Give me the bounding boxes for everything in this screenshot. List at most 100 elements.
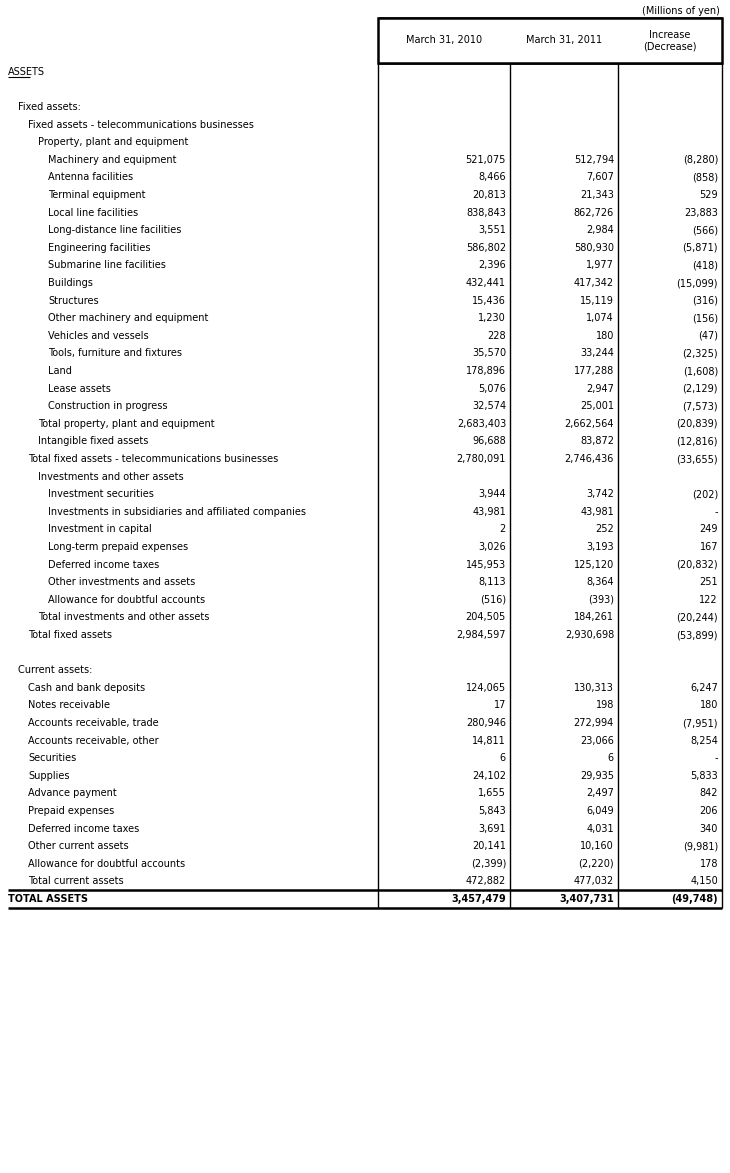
Text: 10,160: 10,160 [580,841,614,852]
Text: (20,832): (20,832) [677,560,718,570]
Text: (9,981): (9,981) [683,841,718,852]
Text: 838,843: 838,843 [466,208,506,218]
Text: 2,497: 2,497 [586,788,614,799]
Text: Lease assets: Lease assets [48,384,111,394]
Text: Long-term prepaid expenses: Long-term prepaid expenses [48,542,188,552]
Text: Other current assets: Other current assets [28,841,128,852]
Text: March 31, 2010: March 31, 2010 [406,35,482,46]
Text: Accounts receivable, trade: Accounts receivable, trade [28,718,158,728]
Text: 5,833: 5,833 [691,771,718,781]
Text: 20,813: 20,813 [472,190,506,201]
Text: 178,896: 178,896 [466,366,506,377]
Text: ASSETS: ASSETS [8,67,45,76]
Text: Supplies: Supplies [28,771,69,781]
Text: 1,230: 1,230 [478,313,506,324]
Text: 184,261: 184,261 [574,612,614,623]
Text: 529: 529 [699,190,718,201]
Text: 124,065: 124,065 [466,683,506,693]
Text: Allowance for doubtful accounts: Allowance for doubtful accounts [48,595,205,605]
Text: 145,953: 145,953 [466,560,506,570]
Text: 8,254: 8,254 [690,735,718,746]
Text: 417,342: 417,342 [574,278,614,289]
Text: 472,882: 472,882 [466,876,506,887]
Text: 5,843: 5,843 [478,806,506,816]
Text: TOTAL ASSETS: TOTAL ASSETS [8,894,88,904]
Text: 83,872: 83,872 [580,436,614,447]
Text: Intangible fixed assets: Intangible fixed assets [38,436,148,447]
Text: 4,031: 4,031 [586,823,614,834]
Text: 477,032: 477,032 [574,876,614,887]
Text: 228: 228 [488,331,506,341]
Text: 8,364: 8,364 [586,577,614,588]
Text: 1,655: 1,655 [478,788,506,799]
Text: 1,074: 1,074 [586,313,614,324]
Text: Antenna facilities: Antenna facilities [48,172,133,182]
Text: 2,984: 2,984 [586,225,614,236]
Text: March 31, 2011: March 31, 2011 [526,35,602,46]
Text: 20,141: 20,141 [472,841,506,852]
Text: Prepaid expenses: Prepaid expenses [28,806,115,816]
Text: (15,099): (15,099) [677,278,718,289]
Text: 8,466: 8,466 [478,172,506,182]
Text: Current assets:: Current assets: [18,665,93,676]
Text: 272,994: 272,994 [574,718,614,728]
Text: Land: Land [48,366,72,377]
Text: 167: 167 [699,542,718,552]
Text: 842: 842 [699,788,718,799]
Text: 6,247: 6,247 [690,683,718,693]
Text: Allowance for doubtful accounts: Allowance for doubtful accounts [28,859,185,869]
Text: Other investments and assets: Other investments and assets [48,577,195,588]
Text: 15,436: 15,436 [472,296,506,306]
Text: Fixed assets:: Fixed assets: [18,102,81,111]
Text: (418): (418) [692,260,718,271]
Text: Deferred income taxes: Deferred income taxes [28,823,139,834]
Text: Total current assets: Total current assets [28,876,123,887]
Text: 96,688: 96,688 [472,436,506,447]
Text: (33,655): (33,655) [677,454,718,465]
Text: (1,608): (1,608) [683,366,718,377]
Text: 2,947: 2,947 [586,384,614,394]
Text: 2,396: 2,396 [478,260,506,271]
Text: Accounts receivable, other: Accounts receivable, other [28,735,158,746]
Text: 249: 249 [699,524,718,535]
Text: (2,220): (2,220) [578,859,614,869]
Text: 180: 180 [699,700,718,711]
Text: 3,742: 3,742 [586,489,614,500]
Text: 2,930,698: 2,930,698 [565,630,614,640]
Text: 178: 178 [699,859,718,869]
Text: (7,951): (7,951) [683,718,718,728]
Text: 43,981: 43,981 [580,507,614,517]
Bar [378,18,722,63]
Text: Deferred income taxes: Deferred income taxes [48,560,159,570]
Text: 2: 2 [500,524,506,535]
Text: 122: 122 [699,595,718,605]
Text: 21,343: 21,343 [580,190,614,201]
Text: Construction in progress: Construction in progress [48,401,167,412]
Text: 32,574: 32,574 [472,401,506,412]
Text: 204,505: 204,505 [466,612,506,623]
Text: (516): (516) [480,595,506,605]
Text: 2,780,091: 2,780,091 [457,454,506,465]
Text: Fixed assets - telecommunications businesses: Fixed assets - telecommunications busine… [28,120,254,129]
Text: 29,935: 29,935 [580,771,614,781]
Text: 2,984,597: 2,984,597 [456,630,506,640]
Text: -: - [715,753,718,764]
Text: (8,280): (8,280) [683,155,718,164]
Text: Engineering facilities: Engineering facilities [48,243,150,253]
Text: (858): (858) [692,172,718,182]
Text: 33,244: 33,244 [580,348,614,359]
Text: Vehicles and vessels: Vehicles and vessels [48,331,149,341]
Text: Cash and bank deposits: Cash and bank deposits [28,683,145,693]
Text: 24,102: 24,102 [472,771,506,781]
Text: (20,839): (20,839) [677,419,718,429]
Text: (53,899): (53,899) [677,630,718,640]
Text: (5,871): (5,871) [683,243,718,253]
Text: (156): (156) [692,313,718,324]
Text: 252: 252 [595,524,614,535]
Text: Investments and other assets: Investments and other assets [38,472,184,482]
Text: Total fixed assets - telecommunications businesses: Total fixed assets - telecommunications … [28,454,278,465]
Text: 177,288: 177,288 [574,366,614,377]
Text: (2,129): (2,129) [683,384,718,394]
Text: (Millions of yen): (Millions of yen) [642,6,720,16]
Text: (12,816): (12,816) [677,436,718,447]
